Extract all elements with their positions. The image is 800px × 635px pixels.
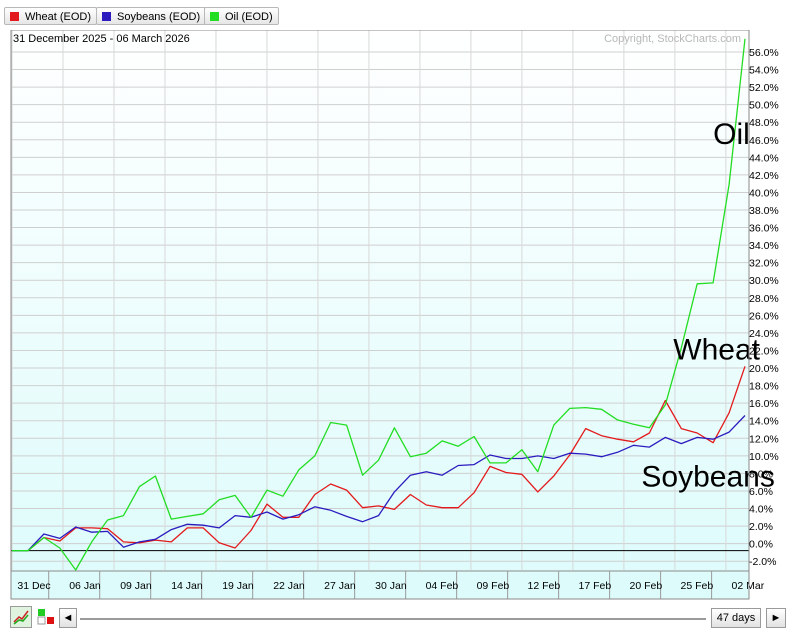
y-tick-label: 6.0% — [749, 486, 773, 498]
x-tick-label: 09 Jan — [120, 580, 152, 592]
y-tick-label: 34.0% — [749, 240, 779, 252]
series-line-wheat — [12, 366, 746, 552]
x-tick-label: 22 Jan — [273, 580, 305, 592]
x-tick-label: 14 Jan — [171, 580, 203, 592]
x-tick-label: 17 Feb — [579, 580, 612, 592]
annotation-soybeans: Soybeans — [641, 461, 774, 494]
y-tick-label: 8.0% — [749, 468, 773, 480]
scroll-track[interactable] — [80, 618, 706, 620]
y-tick-label: 18.0% — [749, 381, 779, 393]
y-tick-label: 48.0% — [749, 117, 779, 129]
x-tick-label: 27 Jan — [324, 580, 356, 592]
y-tick-label: 36.0% — [749, 223, 779, 235]
color-squares-icon — [37, 609, 54, 625]
legend-item-wheat[interactable]: Wheat (EOD) — [4, 7, 98, 25]
y-tick-label: 32.0% — [749, 258, 779, 270]
y-tick-label: 26.0% — [749, 310, 779, 322]
annotation-wheat: Wheat — [673, 333, 760, 366]
y-tick-label: 40.0% — [749, 187, 779, 199]
x-tick-label: 19 Jan — [222, 580, 254, 592]
y-tick-label: -2.0% — [749, 556, 776, 568]
x-tick-label: 02 Mar — [732, 580, 765, 592]
y-tick-label: 20.0% — [749, 363, 779, 375]
annotations: Oil Wheat Soybeans — [641, 118, 774, 493]
wheat-swatch-icon — [10, 12, 19, 21]
legend-item-soybeans[interactable]: Soybeans (EOD) — [96, 7, 207, 25]
days-label: 47 days — [716, 612, 756, 624]
y-tick-label: 44.0% — [749, 152, 779, 164]
scroll-right-button[interactable]: ► — [766, 608, 786, 628]
y-tick-label: 24.0% — [749, 328, 779, 340]
plot-frame — [10, 30, 750, 600]
y-tick-label: 42.0% — [749, 170, 779, 182]
y-tick-label: 46.0% — [749, 135, 779, 147]
annotation-oil: Oil — [713, 118, 750, 151]
chart: -2.0% 0.0% 2.0% 4.0% 6.0% 8.0% 10.0% 12.0% 14.0%… — [10, 30, 779, 600]
left-arrow-icon: ◄ — [62, 612, 74, 624]
date-range: 31 December 2025 - 06 March 2026 — [13, 33, 190, 45]
plot-background — [11, 30, 749, 599]
legend-label-wheat: Wheat (EOD) — [25, 11, 92, 23]
y-tick-label: 38.0% — [749, 205, 779, 217]
days-button[interactable]: 47 days — [711, 608, 761, 628]
legend: Wheat (EOD) Soybeans (EOD) Oil (EOD) — [0, 0, 800, 30]
right-arrow-icon: ► — [770, 612, 782, 624]
y-tick-label: 4.0% — [749, 504, 773, 516]
y-tick-label: 10.0% — [749, 451, 779, 463]
y-tick-label: 50.0% — [749, 100, 779, 112]
y-tick-label: 22.0% — [749, 345, 779, 357]
legend-colors-icon[interactable] — [35, 606, 57, 628]
legend-label-oil: Oil (EOD) — [225, 11, 273, 23]
legend-item-oil[interactable]: Oil (EOD) — [204, 7, 279, 25]
legend-label-soybeans: Soybeans (EOD) — [117, 11, 201, 23]
y-tick-label: 52.0% — [749, 82, 779, 94]
x-tick-label: 04 Feb — [426, 580, 459, 592]
grid — [11, 30, 749, 570]
x-tick-label: 09 Feb — [477, 580, 510, 592]
x-axis: 31 Dec 06 Jan 09 Jan 14 Jan 19 Jan 22 Jan 27 J… — [11, 570, 765, 599]
series-line-oil — [12, 38, 746, 571]
line-chart-icon — [13, 610, 29, 625]
y-tick-label: 2.0% — [749, 521, 773, 533]
oil-swatch-icon — [210, 12, 219, 21]
copyright: Copyright, StockCharts.com — [604, 33, 741, 45]
series-line-soybeans — [12, 415, 746, 552]
y-tick-label: 0.0% — [749, 539, 773, 551]
y-tick-label: 54.0% — [749, 65, 779, 77]
y-tick-label: 14.0% — [749, 416, 779, 428]
toolbar: ◄ 47 days ► — [0, 604, 800, 635]
y-tick-label: 30.0% — [749, 275, 779, 287]
y-tick-label: 56.0% — [749, 47, 779, 59]
soybeans-swatch-icon — [102, 12, 111, 21]
series-lines — [12, 38, 746, 571]
x-tick-label: 25 Feb — [681, 580, 714, 592]
y-axis: -2.0% 0.0% 2.0% 4.0% 6.0% 8.0% 10.0% 12.0% 14.0%… — [749, 47, 779, 568]
x-tick-label: 20 Feb — [630, 580, 663, 592]
chart-type-icon[interactable] — [10, 606, 32, 628]
scroll-left-button[interactable]: ◄ — [59, 608, 77, 628]
x-tick-label: 12 Feb — [528, 580, 561, 592]
y-tick-label: 12.0% — [749, 433, 779, 445]
x-tick-label: 06 Jan — [69, 580, 101, 592]
x-tick-label: 30 Jan — [375, 580, 407, 592]
x-tick-label: 31 Dec — [17, 580, 50, 592]
y-tick-label: 28.0% — [749, 293, 779, 305]
y-tick-label: 16.0% — [749, 398, 779, 410]
